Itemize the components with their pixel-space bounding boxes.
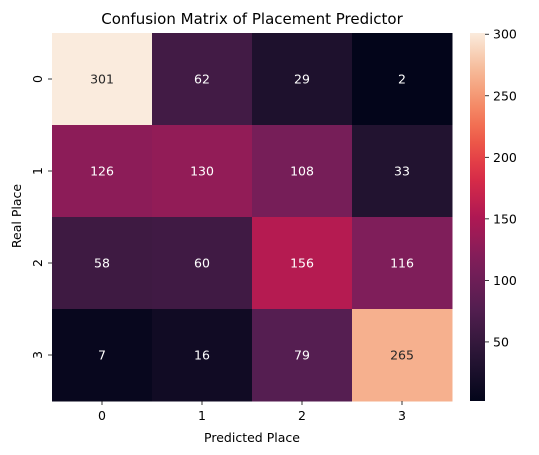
- colorbar-tick-label: 200: [493, 150, 517, 165]
- heatmap-cell: [352, 309, 453, 402]
- cell-value-label: 116: [390, 256, 414, 271]
- heatmap-cell: [252, 217, 353, 310]
- heatmap-cell: [52, 309, 153, 402]
- cell-value-label: 16: [194, 348, 210, 363]
- heatmap-cell: [352, 33, 453, 126]
- heatmap-grid: 301 62 29 2 126 130 108 33 58 60 156 116 7 16 79 265: [52, 33, 453, 402]
- x-axis: 0 1 2 3: [98, 401, 406, 423]
- x-tick-label: 1: [198, 408, 206, 423]
- colorbar-tick-label: 250: [493, 88, 517, 103]
- heatmap-cell: [252, 33, 353, 126]
- cell-value-label: 29: [294, 72, 310, 87]
- cell-value-label: 2: [398, 72, 406, 87]
- y-axis-label: Real Place: [9, 184, 24, 248]
- cell-value-label: 58: [94, 256, 110, 271]
- heatmap-cell: [252, 309, 353, 402]
- cell-value-label: 7: [98, 348, 106, 363]
- cell-value-label: 79: [294, 348, 310, 363]
- colorbar-tick-label: 150: [493, 211, 517, 226]
- heatmap-cell: [152, 217, 253, 310]
- colorbar-ticks: 50 100 150 200 250 300: [485, 27, 517, 349]
- colorbar-tick-label: 300: [493, 27, 517, 42]
- heatmap-cell: [152, 33, 253, 126]
- y-axis: 0 1 2 3: [30, 75, 52, 359]
- y-tick-label: 2: [30, 259, 45, 267]
- x-tick-label: 2: [298, 408, 306, 423]
- heatmap-cell: [252, 125, 353, 218]
- x-tick-label: 0: [98, 408, 106, 423]
- heatmap-cell: [152, 309, 253, 402]
- cell-value-label: 301: [90, 72, 114, 87]
- cell-value-label: 108: [290, 164, 314, 179]
- cell-value-label: 33: [394, 164, 410, 179]
- heatmap-cell: [52, 33, 153, 126]
- heatmap-cell: [152, 125, 253, 218]
- colorbar: [470, 33, 485, 401]
- heatmap-cell: [352, 125, 453, 218]
- x-axis-label: Predicted Place: [204, 430, 300, 445]
- heatmap-cell: [352, 217, 453, 310]
- cell-value-label: 265: [390, 348, 414, 363]
- cell-value-label: 62: [194, 72, 210, 87]
- heatmap-cell: [52, 217, 153, 310]
- cell-value-label: 60: [194, 256, 210, 271]
- cell-value-label: 130: [190, 164, 214, 179]
- cell-value-label: 156: [290, 256, 314, 271]
- y-tick-label: 0: [30, 75, 45, 83]
- heatmap-cell: [52, 125, 153, 218]
- cell-value-label: 126: [90, 164, 114, 179]
- y-tick-label: 1: [30, 167, 45, 175]
- x-tick-label: 3: [398, 408, 406, 423]
- colorbar-tick-label: 100: [493, 273, 517, 288]
- colorbar-tick-label: 50: [493, 334, 509, 349]
- y-tick-label: 3: [30, 351, 45, 359]
- chart-title: Confusion Matrix of Placement Predictor: [101, 10, 403, 28]
